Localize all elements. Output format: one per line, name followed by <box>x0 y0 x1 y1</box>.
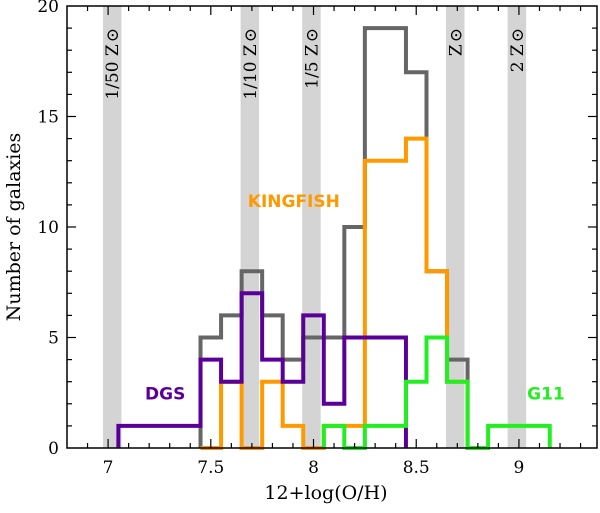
histogram-bin <box>262 360 283 448</box>
histogram-bin <box>426 338 447 449</box>
histogram-bin <box>201 360 222 448</box>
solar-symbol: ⊙ <box>103 28 123 42</box>
x-tick-label: 8.5 <box>403 458 430 478</box>
histogram-bin <box>406 382 427 448</box>
y-tick-label: 0 <box>48 439 59 459</box>
y-axis-title: Number of galaxies <box>3 133 25 322</box>
histogram-bin <box>283 382 304 448</box>
y-tick-label: 15 <box>37 108 59 128</box>
solar-symbol: ⊙ <box>302 28 322 42</box>
solar-symbol: ⊙ <box>241 28 261 42</box>
histogram-bin <box>447 382 468 448</box>
histogram-series: KINGFISH DGS G11 <box>116 26 565 450</box>
x-tick-label: 8 <box>308 458 319 478</box>
series-label-3: G11 <box>527 384 565 404</box>
solar-symbol: ⊙ <box>446 28 466 42</box>
metallicity-band-1 <box>240 6 260 448</box>
band-label-4: 2 Z⊙ <box>508 28 528 72</box>
y-tick-label: 10 <box>37 218 59 238</box>
axis-ticks: 7 7.5 8 8.5 9 0 5 10 15 20 <box>37 0 597 478</box>
metallicity-band-4 <box>507 6 527 448</box>
histogram-bin <box>303 315 324 448</box>
solar-symbol: ⊙ <box>508 28 528 42</box>
y-tick-label: 20 <box>37 0 59 17</box>
series-line-2 <box>116 291 408 448</box>
band-label-1: 1/10 Z⊙ <box>241 28 261 100</box>
series-label-2: DGS <box>145 384 185 404</box>
series-line-3 <box>321 335 552 450</box>
x-tick-label: 7 <box>103 458 114 478</box>
y-tick-label: 5 <box>48 329 59 349</box>
x-tick-label: 9 <box>514 458 525 478</box>
histogram-bin <box>365 426 406 448</box>
metallicity-band-0 <box>102 6 122 448</box>
band-label-3: Z⊙ <box>446 28 466 56</box>
histogram-bin <box>242 293 263 448</box>
metallicity-band-3 <box>446 6 465 448</box>
band-label-0: 1/50 Z⊙ <box>103 28 123 100</box>
x-tick-label: 7.5 <box>197 458 224 478</box>
series-label-1: KINGFISH <box>248 192 340 212</box>
series-3: G11 <box>321 335 565 450</box>
x-axis-title: 12+log(O/H) <box>264 482 387 504</box>
histogram-bin <box>221 382 242 448</box>
histogram-bin <box>118 426 200 448</box>
series-2: DGS <box>116 291 408 448</box>
band-label-2: 1/5 Z⊙ <box>302 28 322 89</box>
